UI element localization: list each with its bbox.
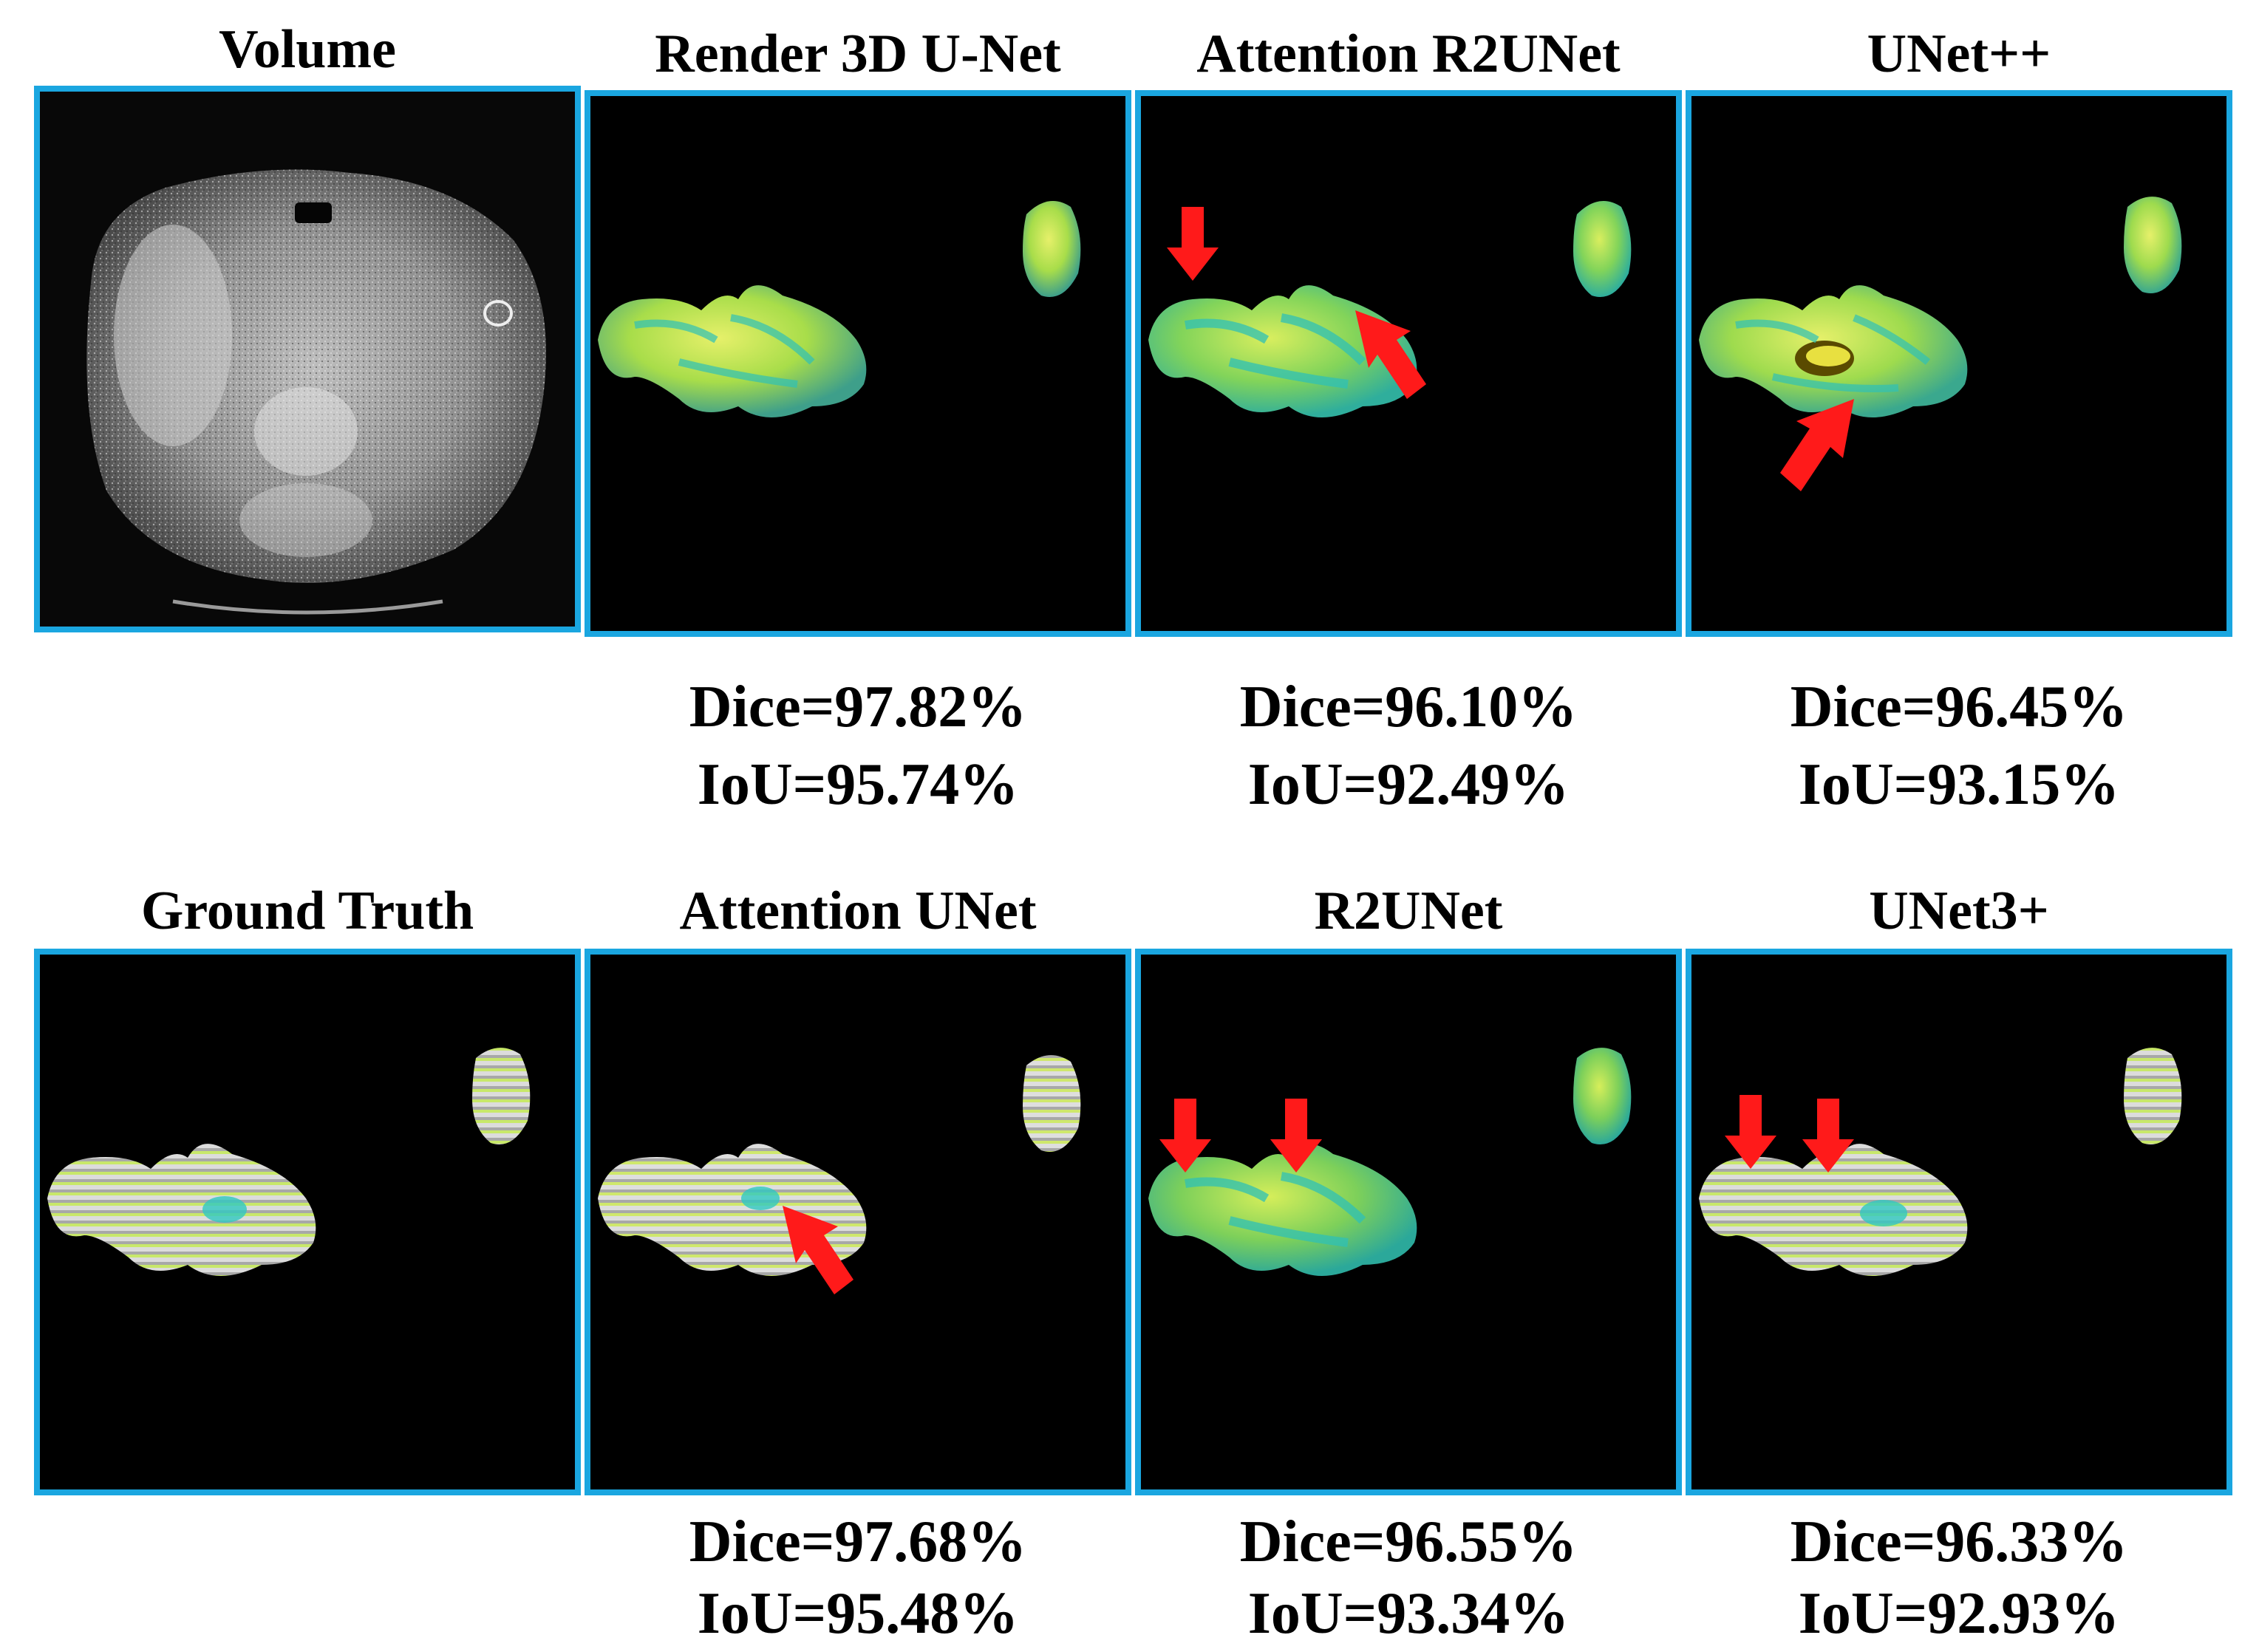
arrow-indicator [1355,310,1426,399]
panel-title-ground-truth: Ground Truth [140,881,474,941]
panel-unetpp [1686,90,2232,637]
iou-score: IoU=93.34% [1247,1581,1570,1646]
panel-volume [34,86,581,632]
panel-title-volume: Volume [219,19,396,80]
panel-title-render-3d-unet: Render 3D U-Net [655,24,1061,84]
panel-title-r2unet: R2UNet [1314,881,1503,941]
dice-score: Dice=96.33% [1790,1509,2128,1574]
ct-slice-image [40,92,575,627]
segmentation-render [1141,955,1676,1489]
iou-score: IoU=92.93% [1798,1581,2120,1646]
panel-attention-r2unet [1135,90,1682,637]
panel-render-3d-unet [585,90,1131,637]
arrow-indicator [1270,1099,1322,1173]
arrow-indicator [1159,1099,1211,1173]
dice-score: Dice=96.55% [1239,1509,1578,1574]
dice-score: Dice=96.10% [1239,675,1578,740]
panel-title-unetpp: UNet++ [1867,24,2051,84]
panel-title-attention-r2unet: Attention R2UNet [1196,24,1621,84]
segmentation-render [1691,955,2226,1489]
panel-unet3p [1686,949,2232,1495]
arrow-indicator [1167,207,1219,281]
arrow-indicator [1725,1095,1776,1169]
panel-title-unet3p: UNet3+ [1869,881,2049,941]
segmentation-render [590,96,1125,631]
panel-attention-unet [585,949,1131,1495]
panel-r2unet [1135,949,1682,1495]
arrow-indicator [1780,399,1854,491]
segmentation-render [1141,96,1676,631]
dice-score: Dice=97.68% [689,1509,1027,1574]
panel-title-attention-unet: Attention UNet [679,881,1037,941]
panel-ground-truth [34,949,581,1495]
segmentation-render [40,955,575,1489]
iou-score: IoU=93.15% [1798,752,2120,817]
iou-score: IoU=95.74% [697,752,1019,817]
iou-score: IoU=95.48% [697,1581,1019,1646]
dice-score: Dice=96.45% [1790,675,2128,740]
segmentation-render [590,955,1125,1489]
arrow-indicator [1802,1099,1854,1173]
dice-score: Dice=97.82% [689,675,1027,740]
segmentation-render [1691,96,2226,631]
arrow-indicator [783,1206,853,1294]
iou-score: IoU=92.49% [1247,752,1570,817]
